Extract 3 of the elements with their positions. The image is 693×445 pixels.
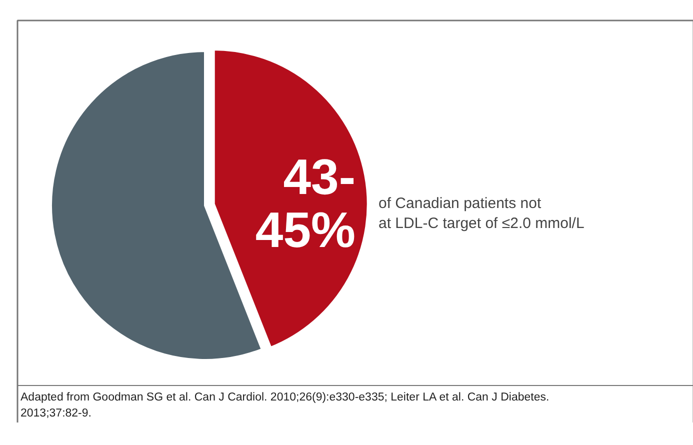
text: 43- 45% xyxy=(255,148,356,258)
text: of Canadian patients not at LDL-C target of ≤2.0 mmol/L xyxy=(378,194,584,232)
text: Adapted from Goodman SG et al. Can J Cardiol. 2010;26(9):e330-e335; Leiter LA et al. Can J Diabetes. 2013;37:82-9. xyxy=(20,392,550,420)
